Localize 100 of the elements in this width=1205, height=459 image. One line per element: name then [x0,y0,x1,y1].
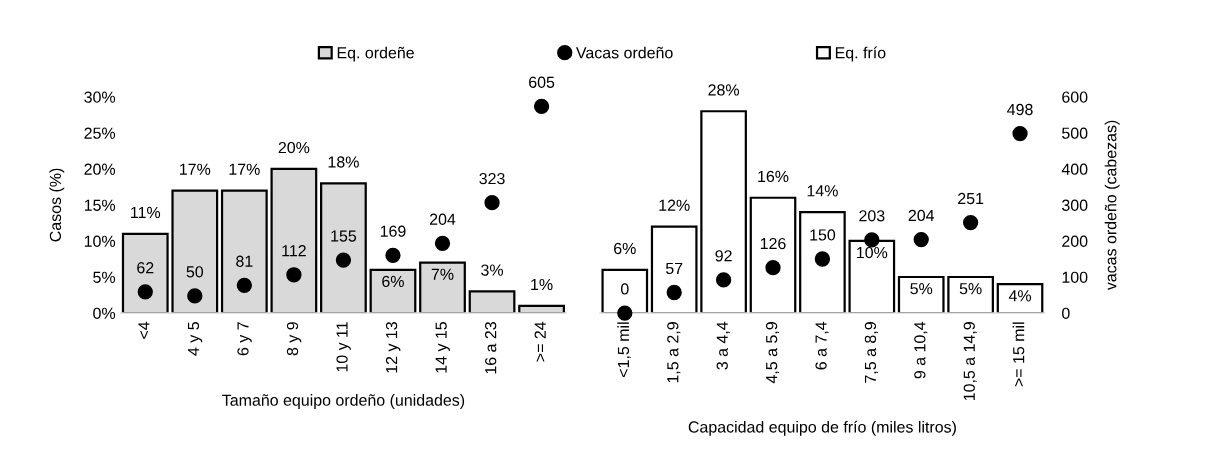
data-label: 204 [908,209,935,222]
point [962,214,979,231]
x-tick-label: 10 y 11 [336,322,351,372]
x-tick-label: 12 y 13 [385,322,401,373]
data-label: 5% [910,283,933,295]
y2-tick-label: 300 [1062,199,1088,211]
data-label: 6% [614,242,636,255]
point [864,232,880,248]
bar [897,275,945,314]
y2-tick-label: 100 [1062,271,1088,283]
point [1012,125,1028,142]
data-label: 112 [282,245,306,257]
x-tick-label: 8 y 9 [286,322,302,356]
x-tick-label: 9 a 10,4 [914,321,928,379]
data-label: 203 [859,210,885,222]
point [286,267,302,283]
data-label: 28% [708,84,740,96]
x-tick-label: 1,5 a 2,9 [667,322,681,383]
x-tick-label: 10,5 a 14,9 [963,322,977,401]
data-label: 14% [807,185,838,197]
y-tick-label: 15% [84,199,116,211]
y-tick-label: 0% [93,307,116,319]
bar [700,110,747,314]
point [335,252,352,268]
x-tick-label: 3 a 4,4 [716,321,730,370]
data-label: 323 [479,172,505,185]
x-tick-label: >= 15 mil [1012,322,1025,387]
point [814,251,831,267]
data-label: 17% [180,163,211,175]
data-label: 1% [531,278,553,291]
data-label: 126 [760,237,786,250]
y2-tick-label: 600 [1062,91,1088,103]
point [715,272,732,288]
x-tick-label: <4 [138,321,150,339]
legend-label: Eq. ordeñe [337,46,414,62]
x-tick-label: 4,5 a 5,9 [765,322,780,384]
data-label: 498 [1007,103,1033,116]
data-label: 204 [429,213,456,225]
bar [799,211,846,314]
y2-tick-label: 400 [1061,163,1088,175]
x-tick-label: 7,5 a 8,9 [864,322,878,383]
data-label: 4% [1008,290,1032,302]
point [533,98,550,114]
y-tick-label: 30% [84,91,116,103]
y-tick-label: 5% [93,271,116,283]
data-label: 169 [380,225,406,237]
data-label: 62 [137,262,154,274]
data-label: 12% [659,199,690,211]
data-label: 16% [758,170,789,183]
data-label: 605 [529,76,555,88]
y2-tick-label: 0 [1062,307,1070,319]
data-label: 81 [236,255,253,267]
data-label: 92 [715,250,732,262]
point [765,259,781,276]
data-label: 7% [431,268,454,280]
data-label: 18% [328,156,359,168]
data-label: 5% [959,283,982,295]
y2-tick-label: 200 [1062,235,1088,247]
y-axis-title: Casos (%) [49,168,65,242]
point [236,277,252,294]
x-axis-title: Capacidad equipo de frío (miles litros) [688,420,956,436]
x-tick-label: 14 y 15 [435,322,450,373]
data-label: 251 [958,192,984,205]
point [484,195,500,211]
point [617,305,633,321]
data-label: 150 [810,229,836,241]
x-tick-label: 6 y 7 [237,322,252,356]
y-tick-label: 20% [84,163,116,175]
data-label: 57 [665,262,683,275]
data-label: 20% [278,141,310,154]
x-tick-label: 4 y 5 [187,322,203,356]
data-label: 11% [131,206,161,219]
point [434,235,451,251]
point [666,284,682,301]
data-label: 0 [620,283,629,295]
point [187,288,203,304]
bar [947,275,994,314]
data-label: 17% [229,163,260,175]
point [913,231,929,248]
data-label: 155 [331,230,357,242]
point [137,284,153,300]
legend-label: Eq. frío [835,46,886,62]
bar [650,225,698,314]
data-label: 6% [382,275,404,288]
x-tick-label: 6 a 7,4 [815,321,829,370]
bar [996,283,1044,314]
y-tick-label: 10% [84,235,116,247]
data-label: 50 [186,266,204,278]
legend-label: Vacas ordeño [575,46,673,59]
y2-axis-title: vacas ordeño (cabezas) [1104,120,1120,291]
point [385,247,401,263]
x-tick-label: 16 a 23 [485,322,497,374]
x-axis-title: Tamaño equipo ordeño (unidades) [222,394,465,409]
y-tick-label: 25% [84,127,116,139]
data-label: 10% [857,246,888,259]
data-label: 3% [481,264,504,276]
x-tick-label: <1,5 mil [617,322,631,377]
x-tick-label: >= 24 [534,321,546,362]
bar [749,196,797,314]
y2-tick-label: 500 [1062,127,1088,139]
